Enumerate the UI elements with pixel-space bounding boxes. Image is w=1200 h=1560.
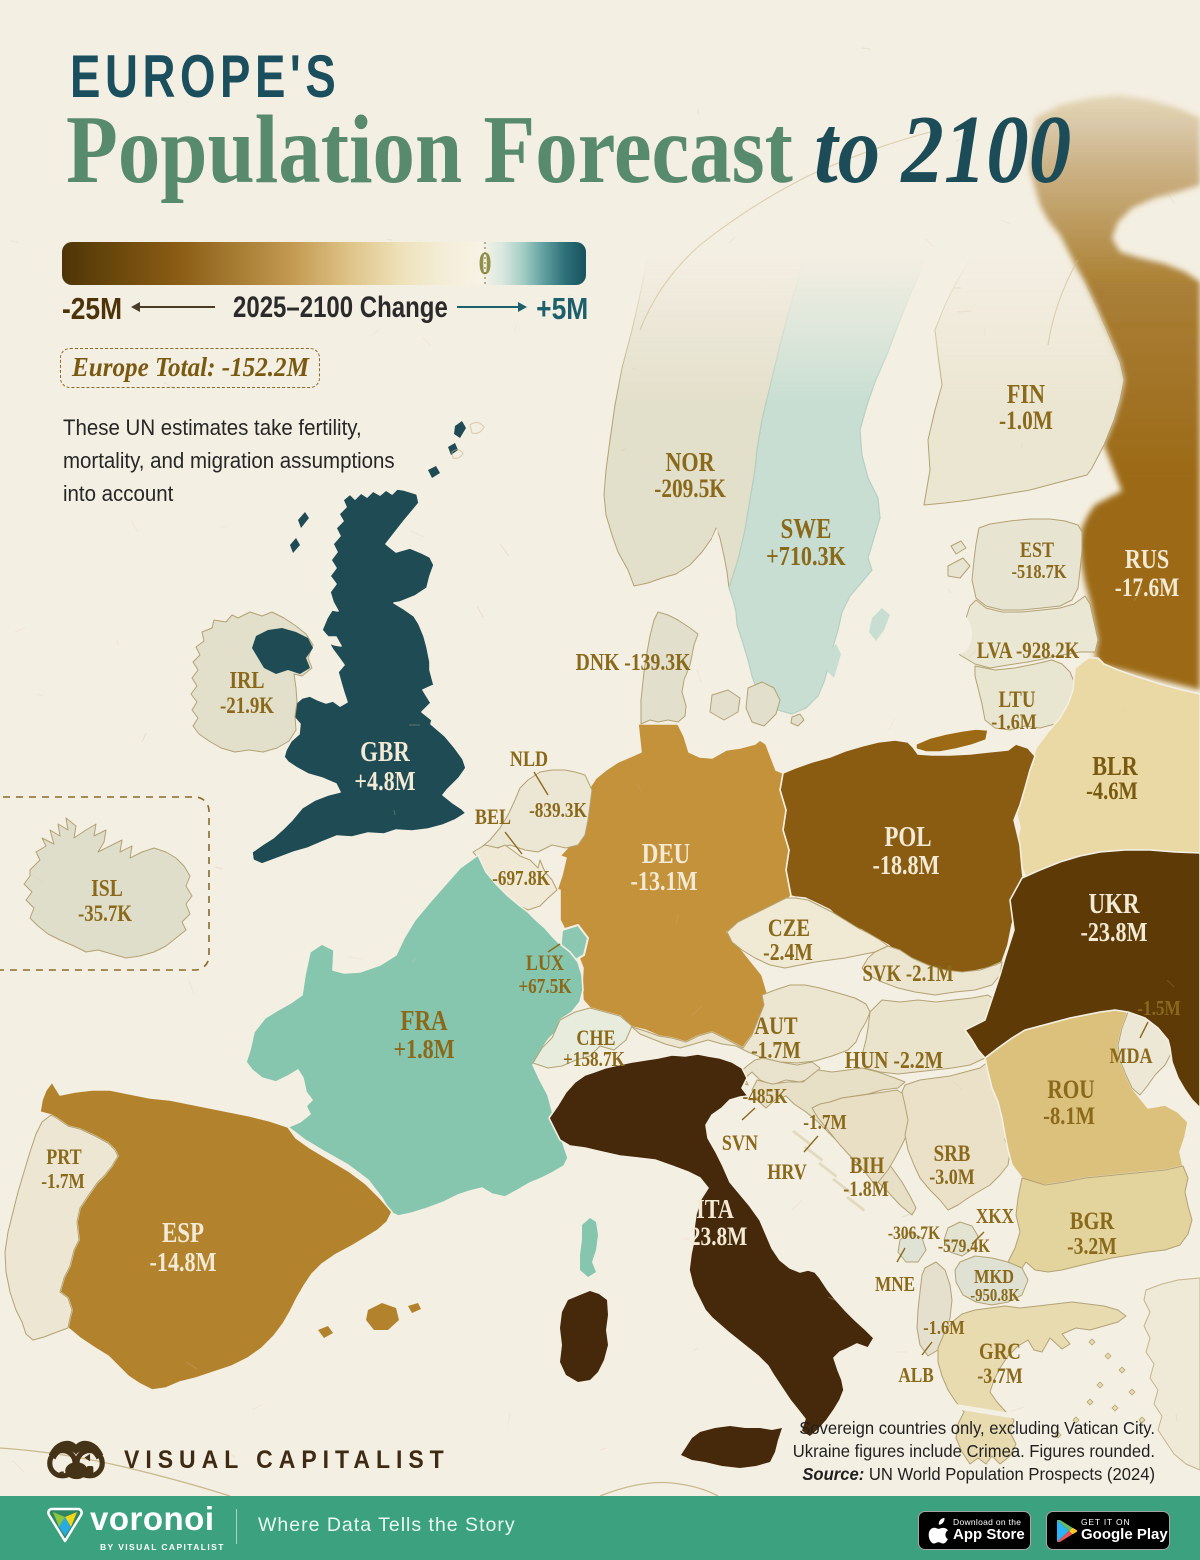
svg-text:-1.8M: -1.8M bbox=[843, 1177, 889, 1201]
svg-text:-1.7M: -1.7M bbox=[41, 1171, 84, 1194]
svg-text:HUN -2.2M: HUN -2.2M bbox=[845, 1046, 944, 1073]
svg-text:-209.5K: -209.5K bbox=[654, 475, 726, 503]
svg-text:ESP: ESP bbox=[162, 1217, 204, 1249]
svg-text:+710.3K: +710.3K bbox=[766, 542, 846, 572]
svg-text:BEL: BEL bbox=[475, 805, 511, 829]
svg-text:PRT: PRT bbox=[46, 1145, 82, 1169]
svg-text:ALB: ALB bbox=[898, 1365, 934, 1388]
svg-text:EST: EST bbox=[1020, 538, 1055, 562]
svg-text:-579.4K: -579.4K bbox=[938, 1236, 991, 1257]
svg-text:MDA: MDA bbox=[1109, 1044, 1152, 1068]
svg-text:NOR: NOR bbox=[665, 448, 715, 478]
svg-text:-2.4M: -2.4M bbox=[763, 938, 813, 965]
svg-text:-1.6M: -1.6M bbox=[923, 1317, 964, 1339]
svg-text:GRC: GRC bbox=[979, 1338, 1021, 1364]
svg-text:-18.8M: -18.8M bbox=[873, 851, 940, 881]
svg-text:ISL: ISL bbox=[91, 874, 123, 901]
svg-text:-1.7M: -1.7M bbox=[751, 1036, 801, 1063]
svg-text:+158.7K: +158.7K bbox=[563, 1049, 625, 1072]
svg-text:-3.0M: -3.0M bbox=[929, 1165, 975, 1189]
svg-text:-23.8M: -23.8M bbox=[683, 1223, 748, 1251]
svg-text:ROU: ROU bbox=[1047, 1076, 1094, 1104]
svg-text:-14.8M: -14.8M bbox=[150, 1248, 217, 1278]
svg-text:IRL: IRL bbox=[229, 666, 264, 693]
svg-text:DEU: DEU bbox=[642, 838, 690, 870]
svg-text:-518.7K: -518.7K bbox=[1011, 561, 1067, 583]
svg-text:SWE: SWE bbox=[780, 513, 831, 545]
svg-text:AUT: AUT bbox=[754, 1012, 797, 1039]
svg-text:-13.1M: -13.1M bbox=[631, 867, 698, 897]
svg-text:-839.3K: -839.3K bbox=[529, 800, 587, 823]
svg-text:-21.9K: -21.9K bbox=[220, 692, 274, 718]
svg-text:LUX: LUX bbox=[526, 951, 565, 975]
svg-text:MNE: MNE bbox=[875, 1274, 915, 1297]
svg-text:-4.6M: -4.6M bbox=[1086, 777, 1138, 804]
svg-text:CHE: CHE bbox=[576, 1026, 615, 1050]
svg-text:BIH: BIH bbox=[850, 1152, 885, 1178]
svg-text:-950.8K: -950.8K bbox=[970, 1285, 1020, 1306]
svg-text:CZE: CZE bbox=[768, 914, 810, 941]
svg-text:-3.7M: -3.7M bbox=[977, 1364, 1023, 1388]
svg-text:XKX: XKX bbox=[976, 1206, 1014, 1229]
svg-text:-8.1M: -8.1M bbox=[1043, 1102, 1095, 1129]
svg-text:HRV: HRV bbox=[767, 1160, 807, 1184]
svg-text:-485K: -485K bbox=[743, 1086, 788, 1109]
svg-text:UKR: UKR bbox=[1088, 888, 1139, 920]
svg-text:RUS: RUS bbox=[1125, 545, 1169, 575]
svg-text:-35.7K: -35.7K bbox=[78, 900, 132, 926]
svg-text:-697.8K: -697.8K bbox=[492, 868, 550, 891]
svg-text:-3.2M: -3.2M bbox=[1067, 1232, 1117, 1259]
svg-text:ITA: ITA bbox=[696, 1195, 734, 1225]
svg-text:+4.8M: +4.8M bbox=[354, 767, 415, 797]
svg-text:+1.8M: +1.8M bbox=[393, 1035, 454, 1065]
svg-text:GBR: GBR bbox=[360, 736, 410, 768]
svg-text:-1.7M: -1.7M bbox=[803, 1112, 846, 1135]
svg-text:POL: POL bbox=[884, 821, 931, 853]
svg-text:-1.0M: -1.0M bbox=[999, 407, 1053, 435]
svg-text:-306.7K: -306.7K bbox=[888, 1223, 941, 1244]
svg-text:+67.5K: +67.5K bbox=[518, 976, 571, 999]
svg-text:SVN: SVN bbox=[722, 1131, 759, 1155]
svg-text:-1.5M: -1.5M bbox=[1137, 998, 1180, 1021]
svg-text:LVA -928.2K: LVA -928.2K bbox=[977, 637, 1080, 663]
svg-text:SRB: SRB bbox=[934, 1140, 971, 1166]
svg-text:FIN: FIN bbox=[1007, 380, 1045, 410]
svg-text:-17.6M: -17.6M bbox=[1115, 574, 1180, 602]
svg-text:NLD: NLD bbox=[510, 747, 548, 771]
svg-text:DNK -139.3K: DNK -139.3K bbox=[576, 648, 691, 675]
svg-text:BLR: BLR bbox=[1092, 752, 1139, 782]
svg-text:FRA: FRA bbox=[400, 1005, 448, 1037]
svg-text:LTU: LTU bbox=[998, 686, 1035, 712]
svg-text:-1.6M: -1.6M bbox=[991, 710, 1037, 734]
svg-text:BGR: BGR bbox=[1070, 1207, 1115, 1234]
svg-text:SVK -2.1M: SVK -2.1M bbox=[862, 960, 953, 986]
svg-text:-23.8M: -23.8M bbox=[1080, 918, 1147, 948]
svg-text:MKD: MKD bbox=[974, 1266, 1014, 1288]
